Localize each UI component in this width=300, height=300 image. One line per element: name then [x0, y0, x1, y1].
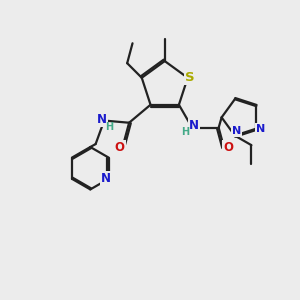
Text: N: N — [97, 112, 107, 126]
Text: H: H — [105, 122, 113, 132]
Text: S: S — [185, 71, 195, 84]
Text: N: N — [256, 124, 265, 134]
Text: H: H — [182, 127, 190, 137]
Text: N: N — [101, 172, 111, 185]
Text: O: O — [115, 140, 125, 154]
Text: O: O — [224, 141, 233, 154]
Text: N: N — [189, 119, 199, 132]
Text: N: N — [232, 126, 241, 136]
